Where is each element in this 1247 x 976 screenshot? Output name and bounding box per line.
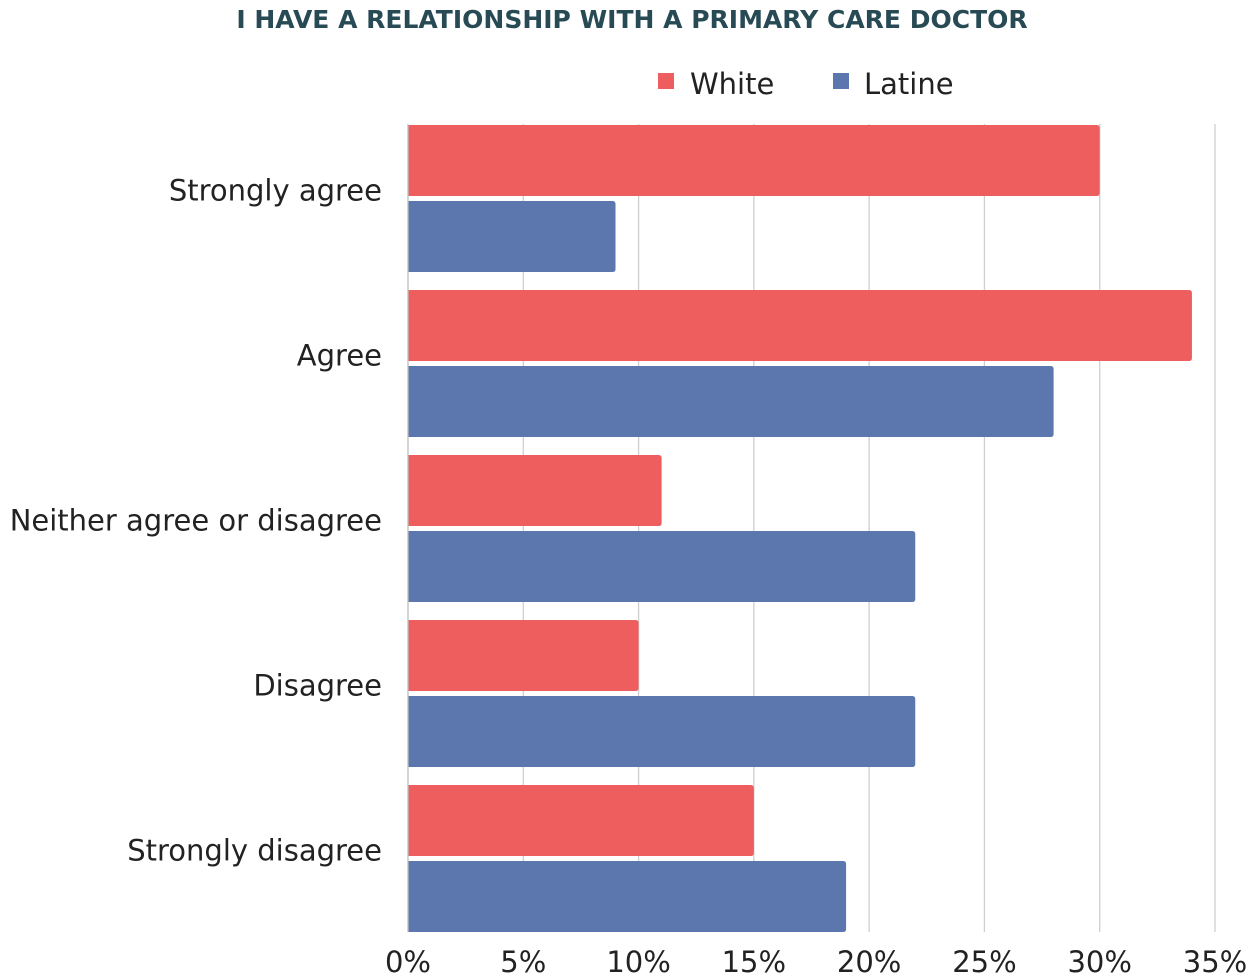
gridlines <box>522 124 1216 932</box>
bar-white-disagree <box>408 620 639 691</box>
bar-white-neither-agree-or-disagree <box>408 455 662 526</box>
x-tick-labels: 0% 5% 10% 15% 20% 25% 30% 35% <box>385 945 1247 976</box>
bar-latine-strongly-agree <box>408 201 616 272</box>
x-tick-label-35: 35% <box>1183 945 1247 976</box>
bars <box>408 125 1192 932</box>
category-labels: Strongly agree Agree Neither agree or disa… <box>10 174 382 868</box>
category-label-strongly-agree: Strongly agree <box>169 174 382 208</box>
bar-white-strongly-agree <box>408 125 1100 196</box>
bar-latine-neither-agree-or-disagree <box>408 531 916 602</box>
legend-label-white: White <box>690 67 774 101</box>
category-label-strongly-disagree: Strongly disagree <box>127 834 382 868</box>
bar-latine-strongly-disagree <box>408 861 847 932</box>
x-tick-label-25: 25% <box>952 945 1016 976</box>
x-tick-label-20: 20% <box>837 945 901 976</box>
x-tick-label-10: 10% <box>606 945 670 976</box>
bar-white-agree <box>408 290 1192 361</box>
bar-latine-disagree <box>408 696 916 767</box>
x-tick-label-30: 30% <box>1067 945 1131 976</box>
chart-title: I HAVE A RELATIONSHIP WITH A PRIMARY CAR… <box>236 5 1027 34</box>
x-tick-label-15: 15% <box>722 945 786 976</box>
legend-label-latine: Latine <box>864 67 954 101</box>
x-tick-label-0: 0% <box>385 945 431 976</box>
bar-latine-agree <box>408 366 1054 437</box>
legend-swatch-white <box>658 73 674 89</box>
x-tick-label-5: 5% <box>500 945 546 976</box>
category-label-neither-agree-or-disagree: Neither agree or disagree <box>10 504 382 538</box>
bar-white-strongly-disagree <box>408 785 754 856</box>
legend: White Latine <box>658 67 954 101</box>
category-label-disagree: Disagree <box>253 669 382 703</box>
category-label-agree: Agree <box>297 339 382 373</box>
legend-swatch-latine <box>833 73 849 89</box>
